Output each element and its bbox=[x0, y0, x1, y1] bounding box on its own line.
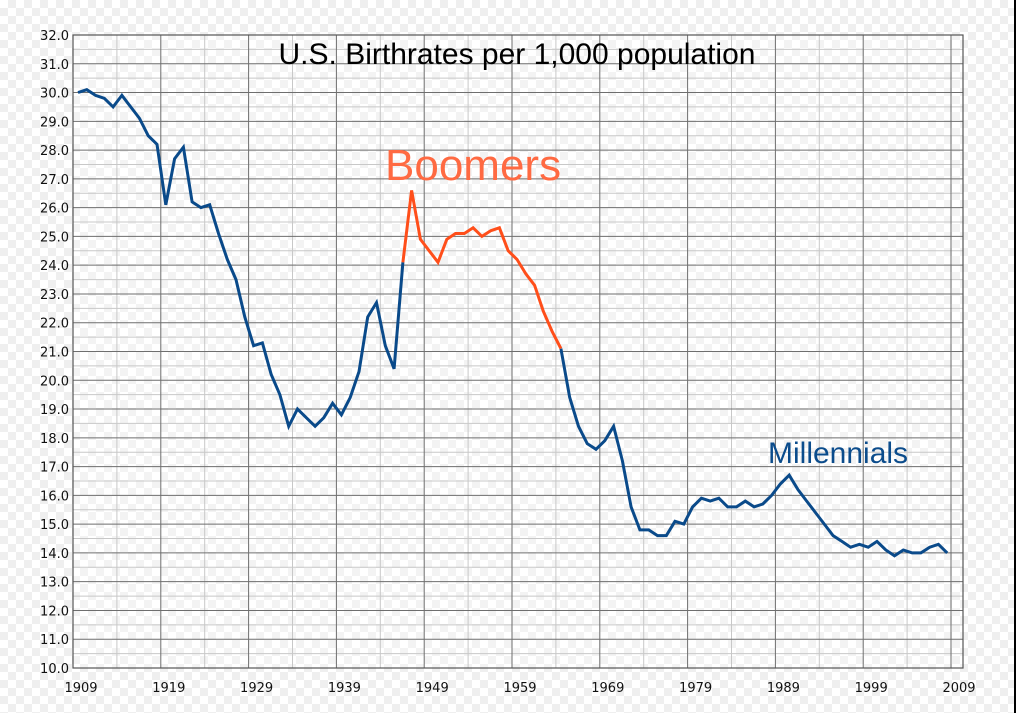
x-axis-tick-labels: 1909 1919 1929 1939 1949 1959 1969 1979 1989 1999… bbox=[64, 681, 975, 696]
minor-gridlines bbox=[73, 35, 963, 668]
y-tick-label: 32.0 bbox=[40, 29, 69, 44]
y-tick-label: 21.0 bbox=[40, 346, 69, 361]
y-tick-label: 13.0 bbox=[40, 576, 69, 591]
x-tick-label: 1979 bbox=[679, 681, 712, 696]
birthrate-line-post-boom bbox=[559, 348, 949, 558]
y-tick-label: 30.0 bbox=[40, 87, 69, 102]
x-tick-label: 1959 bbox=[503, 681, 536, 696]
x-tick-label: 1969 bbox=[591, 681, 624, 696]
y-tick-label: 25.0 bbox=[40, 230, 69, 245]
boomers-annotation: Boomers bbox=[385, 141, 561, 190]
y-tick-label: 11.0 bbox=[40, 633, 69, 648]
x-tick-label: 2009 bbox=[942, 681, 975, 696]
chart-title: U.S. Birthrates per 1,000 population bbox=[279, 38, 756, 71]
right-border-strip bbox=[1014, 0, 1016, 713]
birthrate-line-boomers bbox=[401, 190, 563, 350]
y-tick-label: 28.0 bbox=[40, 144, 69, 159]
millennials-annotation: Millennials bbox=[768, 437, 908, 470]
x-tick-label: 1999 bbox=[855, 681, 888, 696]
y-tick-label: 23.0 bbox=[40, 288, 69, 303]
x-tick-label: 1949 bbox=[416, 681, 449, 696]
x-tick-label: 1989 bbox=[767, 681, 800, 696]
y-tick-label: 19.0 bbox=[40, 403, 69, 418]
birthrate-line-pre-boom bbox=[77, 88, 405, 431]
major-gridlines bbox=[72, 34, 963, 669]
y-tick-label: 17.0 bbox=[40, 461, 69, 476]
x-tick-label: 1929 bbox=[240, 681, 273, 696]
y-tick-label: 20.0 bbox=[40, 374, 69, 389]
y-tick-label: 31.0 bbox=[40, 58, 69, 73]
y-tick-label: 10.0 bbox=[40, 662, 69, 677]
y-tick-label: 27.0 bbox=[40, 173, 69, 188]
data-lines bbox=[77, 88, 949, 558]
y-tick-label: 12.0 bbox=[40, 604, 69, 619]
y-axis-tick-labels: 10.0 11.0 12.0 13.0 14.0 15.0 16.0 17.0 18.0 19.0… bbox=[40, 29, 69, 677]
y-tick-label: 26.0 bbox=[40, 202, 69, 217]
y-tick-label: 16.0 bbox=[40, 489, 69, 504]
y-tick-label: 14.0 bbox=[40, 547, 69, 562]
y-tick-label: 18.0 bbox=[40, 432, 69, 447]
y-tick-label: 24.0 bbox=[40, 259, 69, 274]
x-tick-label: 1909 bbox=[64, 681, 97, 696]
y-tick-label: 29.0 bbox=[40, 115, 69, 130]
x-tick-label: 1919 bbox=[152, 681, 185, 696]
y-tick-label: 15.0 bbox=[40, 518, 69, 533]
plot-border bbox=[72, 34, 964, 669]
x-tick-label: 1939 bbox=[328, 681, 361, 696]
y-tick-label: 22.0 bbox=[40, 317, 69, 332]
